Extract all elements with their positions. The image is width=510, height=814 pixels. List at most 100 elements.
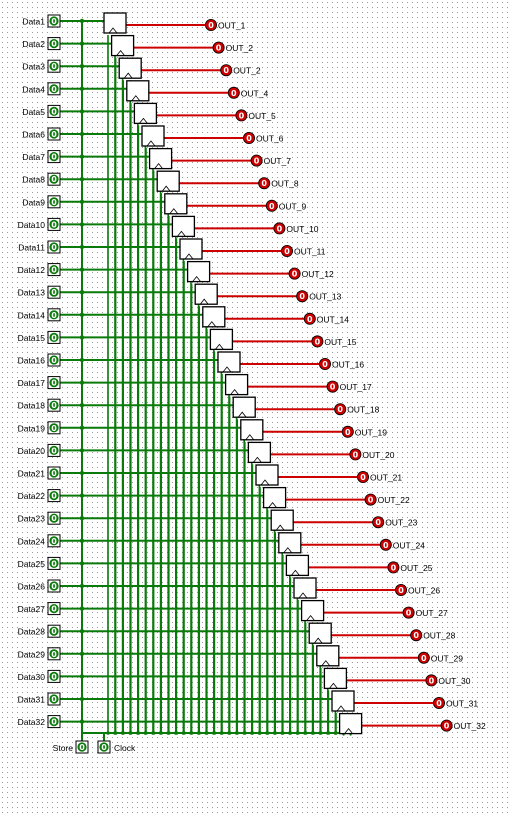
pin-value: 0	[51, 718, 57, 727]
register-13[interactable]	[194, 283, 218, 305]
input-pin-27[interactable]: 0 Data27	[18, 602, 61, 616]
input-pin-12[interactable]: 0 Data12	[18, 263, 61, 277]
control-pin-layer: 0 Store 0 Clock	[53, 740, 136, 754]
input-pin-26[interactable]: 0 Data26	[18, 579, 61, 593]
register-26[interactable]	[293, 577, 317, 599]
input-pin-2[interactable]: 0 Data2	[22, 37, 61, 51]
wire-junction	[174, 731, 179, 735]
input-label: Data15	[18, 333, 46, 343]
register-11[interactable]	[179, 238, 203, 260]
pin-value: 0	[51, 401, 57, 410]
input-pin-31[interactable]: 0 Data31	[18, 692, 61, 706]
wire-junction	[167, 731, 171, 735]
input-pin-5[interactable]: 0 Data5	[22, 104, 61, 118]
input-pin-8[interactable]: 0 Data8	[22, 172, 61, 186]
register-27[interactable]	[300, 599, 325, 622]
input-pin-4[interactable]: 0 Data4	[22, 82, 61, 96]
input-label: Data4	[22, 84, 45, 94]
register-6[interactable]	[141, 125, 165, 147]
input-pin-15[interactable]: 0 Data15	[18, 330, 61, 344]
register-18[interactable]	[232, 396, 256, 418]
input-pin-18[interactable]: 0 Data18	[18, 398, 61, 412]
input-pin-19[interactable]: 0 Data19	[18, 421, 61, 435]
register-10[interactable]	[171, 215, 196, 238]
input-pin-23[interactable]: 0 Data23	[18, 511, 61, 525]
input-pin-3[interactable]: 0 Data3	[22, 59, 61, 73]
wire-junction	[205, 731, 209, 735]
input-pin-13[interactable]: 0 Data13	[18, 285, 61, 299]
pin-value: 0	[51, 492, 57, 501]
output-pin-5: 0 OUT_5	[235, 109, 276, 122]
register-21[interactable]	[255, 464, 279, 486]
input-pin-24[interactable]: 0 Data24	[18, 534, 61, 548]
register-22[interactable]	[262, 486, 287, 509]
input-pin-29[interactable]: 0 Data29	[18, 647, 61, 661]
register-29[interactable]	[316, 645, 340, 667]
input-pin-7[interactable]: 0 Data7	[22, 150, 61, 164]
pin-value: 0	[51, 17, 57, 26]
register-30[interactable]	[323, 667, 348, 690]
input-pin-25[interactable]: 0 Data25	[18, 556, 61, 570]
input-pin-1[interactable]: 0 Data1	[22, 14, 61, 28]
register-17[interactable]	[224, 373, 249, 396]
input-pin-32[interactable]: 0 Data32	[18, 715, 61, 729]
register-32[interactable]	[338, 712, 363, 735]
pin-value: 0	[391, 563, 397, 572]
register-28[interactable]	[308, 622, 332, 644]
register-31[interactable]	[331, 690, 355, 712]
pin-value: 0	[51, 175, 57, 184]
output-pin-16: 0 OUT_16	[318, 357, 364, 370]
input-pin-21[interactable]: 0 Data21	[18, 466, 61, 480]
pin-value: 0	[51, 311, 57, 320]
register-1[interactable]	[103, 12, 127, 34]
pin-value: 0	[51, 85, 57, 94]
clock-triangle-icon	[291, 569, 300, 576]
register-14[interactable]	[202, 306, 226, 328]
register-9[interactable]	[164, 193, 188, 215]
wire-junction	[296, 731, 300, 735]
register-2[interactable]	[110, 34, 135, 57]
pin-value: 0	[79, 743, 85, 752]
input-pin-14[interactable]: 0 Data14	[18, 308, 61, 322]
input-pin-20[interactable]: 0 Data20	[18, 443, 61, 457]
register-3[interactable]	[118, 57, 142, 79]
register-12[interactable]	[186, 260, 211, 283]
register-19[interactable]	[240, 419, 264, 441]
register-8[interactable]	[156, 170, 180, 192]
register-15[interactable]	[209, 328, 234, 351]
output-label: OUT_18	[347, 405, 379, 415]
output-pin-13: 0 OUT_13	[296, 290, 342, 303]
register-7[interactable]	[148, 147, 173, 170]
pin-value: 0	[360, 473, 366, 482]
clock-pin[interactable]: 0 Clock	[97, 740, 136, 754]
input-pin-6[interactable]: 0 Data6	[22, 127, 61, 141]
input-pin-28[interactable]: 0 Data28	[18, 624, 61, 638]
register-4[interactable]	[126, 80, 150, 102]
clock-triangle-icon	[253, 456, 262, 463]
wire-junction	[227, 731, 232, 735]
pin-value: 0	[307, 315, 313, 324]
register-25[interactable]	[285, 554, 310, 577]
output-label: OUT_4	[241, 88, 269, 98]
store-pin[interactable]: 0 Store	[53, 740, 89, 754]
wire-junction	[113, 731, 118, 735]
register-20[interactable]	[247, 441, 272, 464]
input-pin-11[interactable]: 0 Data11	[18, 240, 61, 254]
input-pin-17[interactable]: 0 Data17	[18, 376, 61, 390]
clock-triangle-icon	[344, 727, 353, 734]
register-23[interactable]	[270, 509, 294, 531]
output-label: OUT_17	[340, 382, 372, 392]
clock-triangle-icon	[169, 208, 179, 215]
input-pin-30[interactable]: 0 Data30	[18, 669, 61, 683]
register-16[interactable]	[217, 351, 241, 373]
register-5[interactable]	[133, 102, 158, 125]
register-24[interactable]	[278, 532, 302, 554]
input-pin-16[interactable]: 0 Data16	[18, 353, 61, 367]
input-pin-9[interactable]: 0 Data9	[22, 195, 61, 209]
input-pin-22[interactable]: 0 Data22	[18, 489, 61, 503]
clock-triangle-icon	[123, 72, 133, 79]
input-pin-10[interactable]: 0 Data10	[18, 217, 61, 231]
output-label: OUT_32	[454, 721, 486, 731]
